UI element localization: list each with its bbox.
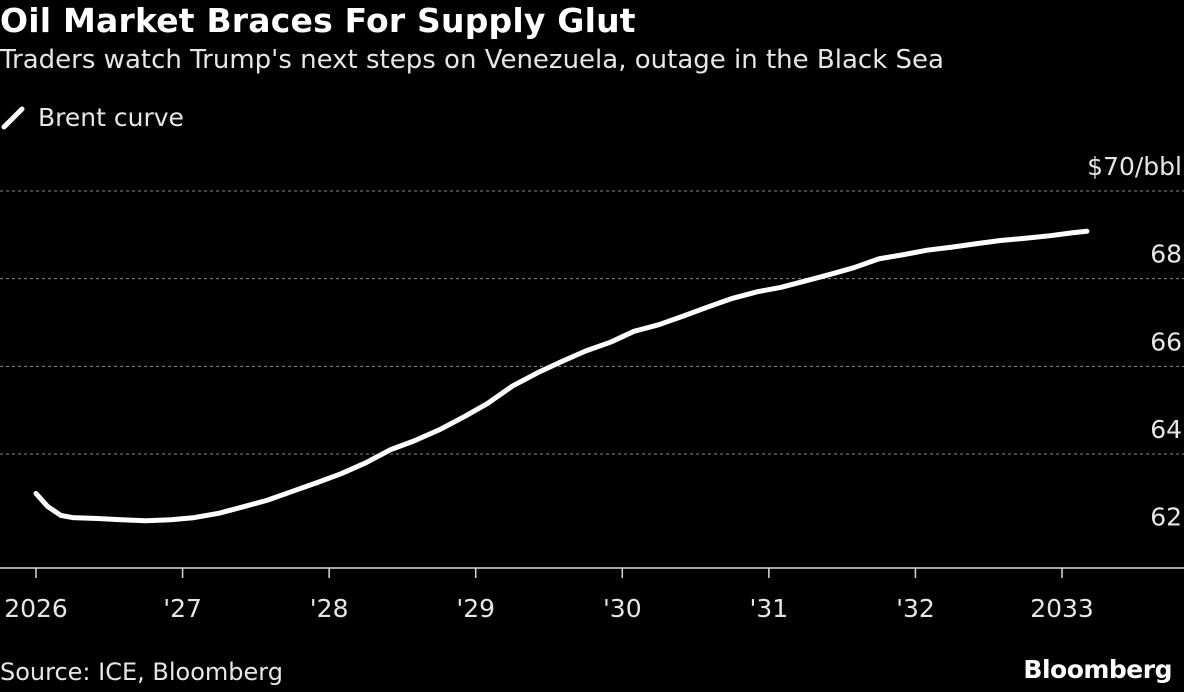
x-tick-label: '27	[163, 594, 202, 623]
y-tick-label: $70/bbl	[1087, 152, 1182, 181]
x-tick-label: '32	[896, 594, 935, 623]
source-note: Source: ICE, Bloomberg	[0, 658, 283, 686]
chart-title: Oil Market Braces For Supply Glut	[0, 1, 636, 40]
series-line-brent	[33, 228, 1090, 524]
legend-line-icon	[1, 106, 25, 130]
x-tick-label: '28	[310, 594, 349, 623]
y-tick-label: 64	[1150, 415, 1182, 444]
legend-label: Brent curve	[38, 102, 184, 132]
x-tick-label: '29	[456, 594, 495, 623]
x-tick-label: '30	[603, 594, 642, 623]
x-tick-label: '31	[750, 594, 789, 623]
bloomberg-logo: Bloomberg	[1023, 655, 1172, 684]
y-tick-label: 62	[1150, 503, 1182, 532]
x-tick-label: 2033	[1030, 594, 1094, 623]
y-tick-label: 66	[1150, 327, 1182, 356]
chart-subtitle: Traders watch Trump's next steps on Vene…	[0, 45, 944, 75]
x-tick-label: 2026	[4, 594, 68, 623]
legend: Brent curve	[0, 101, 184, 133]
y-tick-label: 68	[1150, 240, 1182, 269]
